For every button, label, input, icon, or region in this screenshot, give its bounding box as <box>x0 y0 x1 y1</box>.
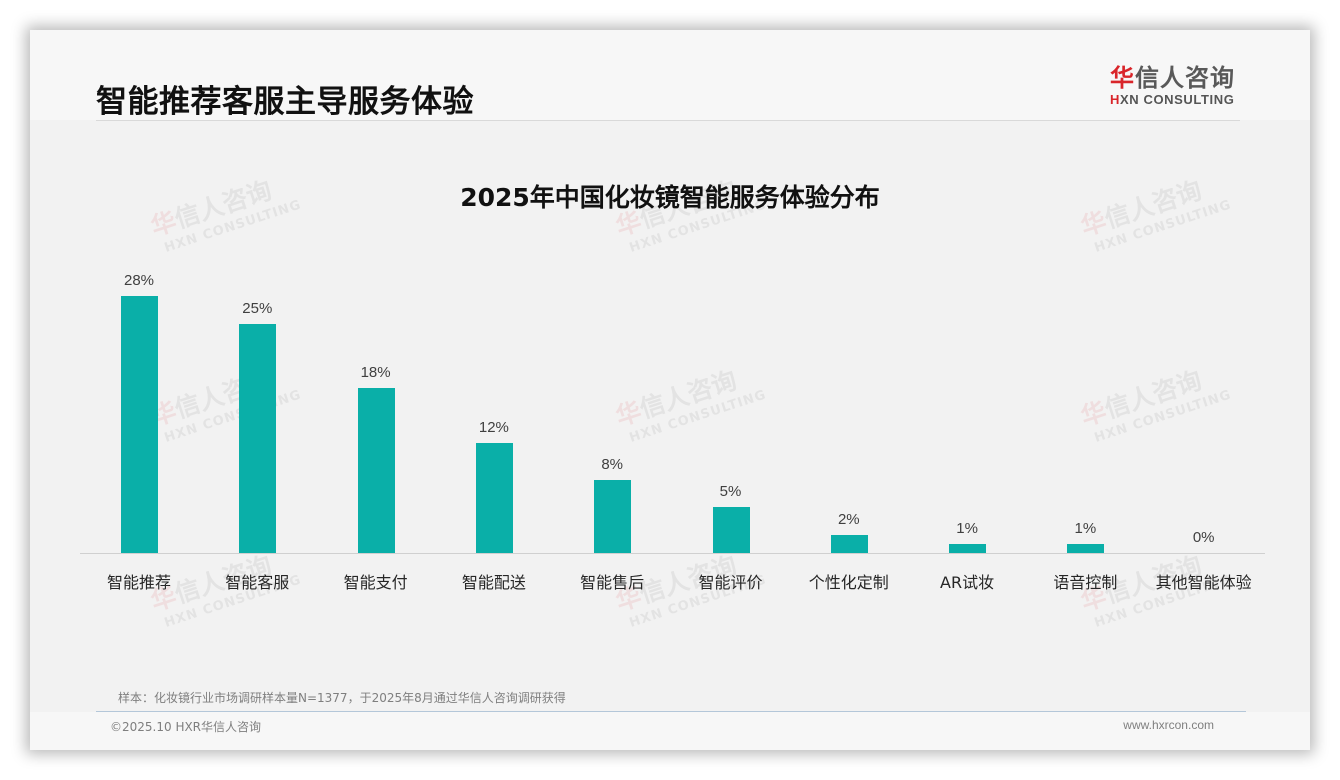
logo-en-accent: H <box>1110 92 1120 107</box>
x-axis-line <box>80 553 1265 554</box>
bar <box>594 479 632 553</box>
slide-card: 智能推荐客服主导服务体验 华信人咨询 HXN CONSULTING 华信人咨询 H… <box>30 30 1310 750</box>
data-label: 0% <box>1192 529 1215 546</box>
bar <box>949 543 987 553</box>
logo-chinese: 华信人咨询 <box>1110 64 1242 92</box>
logo-english: HXN CONSULTING <box>1110 92 1242 108</box>
bar-chart: 28% 智能推荐 25% 智能客服 18% 智能支付 12% 智能配送 8% 智能售后 5% 智能评价… <box>80 230 1265 630</box>
bar-group: 1% AR试妆 <box>908 230 1026 630</box>
bar <box>712 507 750 553</box>
data-label: 2% <box>837 510 860 528</box>
bar <box>1067 543 1105 553</box>
data-label: 8% <box>601 455 624 473</box>
bar <box>121 296 158 553</box>
category-label: 智能售后 <box>580 573 645 592</box>
category-label: 智能评价 <box>698 573 763 592</box>
bar-group: 0% 其他智能体验 <box>1145 230 1263 630</box>
bar-group: 2% 个性化定制 <box>790 230 908 630</box>
bar-group: 25% 智能客服 <box>198 230 316 630</box>
logo-accent-char: 华 <box>1110 64 1135 92</box>
bar-group: 1% 语音控制 <box>1026 230 1144 630</box>
bar-group: 28% 智能推荐 <box>80 230 198 630</box>
data-label: 5% <box>719 483 742 501</box>
category-label: 智能配送 <box>461 573 526 592</box>
data-label: 12% <box>478 418 509 436</box>
category-label: AR试妆 <box>940 573 995 592</box>
bar <box>239 323 277 553</box>
title-divider <box>96 120 1240 121</box>
category-label: 其他智能体验 <box>1155 573 1252 592</box>
bar <box>475 442 513 553</box>
footer-band <box>30 712 1310 750</box>
category-label: 智能支付 <box>343 573 408 592</box>
bar-group: 5% 智能评价 <box>672 230 790 630</box>
category-label: 智能推荐 <box>106 573 171 592</box>
logo-en-text: XN CONSULTING <box>1120 92 1235 107</box>
data-label: 1% <box>956 519 978 537</box>
bar <box>830 534 868 553</box>
bar-group: 18% 智能支付 <box>317 230 435 630</box>
logo-cn-text: 信人咨询 <box>1135 64 1235 92</box>
bar <box>357 387 395 553</box>
data-label: 28% <box>123 272 155 289</box>
footer-divider <box>96 711 1246 712</box>
header-band <box>30 30 1310 120</box>
data-label: 18% <box>360 363 391 381</box>
category-label: 语音控制 <box>1053 573 1118 592</box>
data-label: 25% <box>242 299 273 317</box>
bar-group: 8% 智能售后 <box>553 230 671 630</box>
bar-group: 12% 智能配送 <box>435 230 553 630</box>
category-label: 智能客服 <box>225 573 290 592</box>
category-label: 个性化定制 <box>808 573 889 592</box>
page-title: 智能推荐客服主导服务体验 <box>96 84 474 120</box>
sample-footnote: 样本：化妆镜行业市场调研样本量N=1377，于2025年8月通过华信人咨询调研获… <box>118 691 566 705</box>
website-link[interactable]: www.hxrcon.com <box>1123 718 1214 732</box>
data-label: 1% <box>1074 519 1097 537</box>
brand-logo: 华信人咨询 HXN CONSULTING <box>1110 64 1242 108</box>
copyright-text: ©2025.10 HXR华信人咨询 <box>110 720 262 734</box>
chart-title: 2025年中国化妆镜智能服务体验分布 <box>460 183 880 212</box>
